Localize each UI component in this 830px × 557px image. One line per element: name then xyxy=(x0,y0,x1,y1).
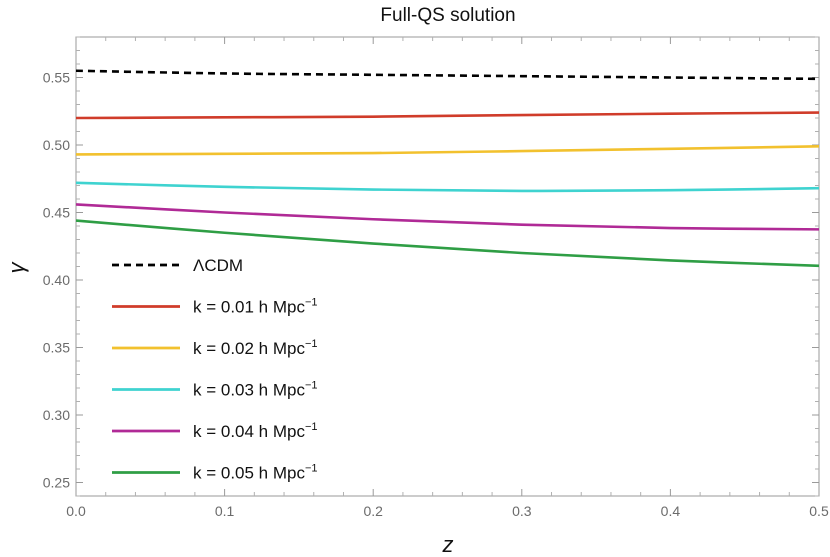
series-line-5 xyxy=(75,219,820,268)
series-line-0 xyxy=(75,69,820,81)
x-tick-label: 0.4 xyxy=(661,503,681,519)
legend-label-sup: −1 xyxy=(305,380,318,392)
legend-label-sup: −1 xyxy=(305,297,318,309)
x-tick-label: 0.3 xyxy=(512,503,532,519)
series-layer xyxy=(75,69,820,268)
legend-label-4: k = 0.04 h Mpc−1 xyxy=(193,421,318,441)
y-tick-label: 0.40 xyxy=(43,272,70,288)
legend: ΛCDM k = 0.01 h Mpc−1 k = 0.02 h Mpc−1 k = … xyxy=(112,256,318,483)
x-tick-label: 0.5 xyxy=(809,503,829,519)
chart-title: Full-QS solution xyxy=(380,5,515,26)
legend-label-sup: −1 xyxy=(305,421,318,433)
legend-label-2: k = 0.02 h Mpc−1 xyxy=(193,338,318,358)
legend-label-3: k = 0.03 h Mpc−1 xyxy=(193,380,318,400)
legend-label-1: k = 0.01 h Mpc−1 xyxy=(193,297,318,317)
y-tick-label: 0.55 xyxy=(43,70,70,86)
x-tick-label: 0.2 xyxy=(363,503,383,519)
legend-label-sup: −1 xyxy=(305,463,318,475)
y-tick-label: 0.25 xyxy=(43,475,70,491)
series-line-1 xyxy=(75,111,820,120)
y-tick-label: 0.35 xyxy=(43,340,70,356)
y-tick-label: 0.45 xyxy=(43,205,70,221)
y-tick-label: 0.30 xyxy=(43,407,70,423)
series-line-3 xyxy=(75,181,820,193)
plot-frame xyxy=(75,36,820,497)
legend-label-sup: −1 xyxy=(305,338,318,350)
legend-label-0: ΛCDM xyxy=(193,256,243,275)
y-tick-label: 0.50 xyxy=(43,137,70,153)
series-line-4 xyxy=(75,203,820,231)
ticks-layer: 0.0 0.1 0.2 0.3 0.4 0.5 0.25 0.30 0.35 0.40 0.45 0.… xyxy=(43,36,829,519)
legend-label-5: k = 0.05 h Mpc−1 xyxy=(193,463,318,483)
x-tick-label: 0.0 xyxy=(66,503,86,519)
x-axis-label: z xyxy=(442,532,454,557)
y-axis-label: γ xyxy=(4,261,29,274)
series-line-2 xyxy=(75,145,820,156)
x-tick-label: 0.1 xyxy=(215,503,235,519)
